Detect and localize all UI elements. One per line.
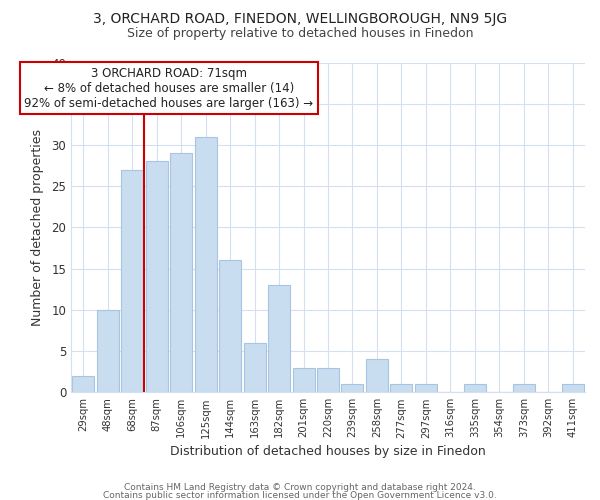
Bar bbox=[513, 384, 535, 392]
Bar bbox=[415, 384, 437, 392]
Bar bbox=[268, 285, 290, 393]
Text: 3, ORCHARD ROAD, FINEDON, WELLINGBOROUGH, NN9 5JG: 3, ORCHARD ROAD, FINEDON, WELLINGBOROUGH… bbox=[93, 12, 507, 26]
Bar bbox=[293, 368, 314, 392]
Bar bbox=[366, 360, 388, 392]
Text: Contains public sector information licensed under the Open Government Licence v3: Contains public sector information licen… bbox=[103, 491, 497, 500]
Bar bbox=[97, 310, 119, 392]
Text: 3 ORCHARD ROAD: 71sqm
← 8% of detached houses are smaller (14)
92% of semi-detac: 3 ORCHARD ROAD: 71sqm ← 8% of detached h… bbox=[25, 66, 313, 110]
Bar bbox=[219, 260, 241, 392]
Bar bbox=[72, 376, 94, 392]
Bar bbox=[317, 368, 339, 392]
Bar bbox=[391, 384, 412, 392]
Bar bbox=[146, 162, 167, 392]
Bar bbox=[194, 136, 217, 392]
Bar bbox=[121, 170, 143, 392]
Bar bbox=[170, 153, 192, 392]
Bar bbox=[341, 384, 364, 392]
Text: Size of property relative to detached houses in Finedon: Size of property relative to detached ho… bbox=[127, 28, 473, 40]
Bar bbox=[562, 384, 584, 392]
X-axis label: Distribution of detached houses by size in Finedon: Distribution of detached houses by size … bbox=[170, 444, 486, 458]
Text: Contains HM Land Registry data © Crown copyright and database right 2024.: Contains HM Land Registry data © Crown c… bbox=[124, 484, 476, 492]
Bar bbox=[464, 384, 486, 392]
Y-axis label: Number of detached properties: Number of detached properties bbox=[31, 129, 44, 326]
Bar bbox=[244, 343, 266, 392]
